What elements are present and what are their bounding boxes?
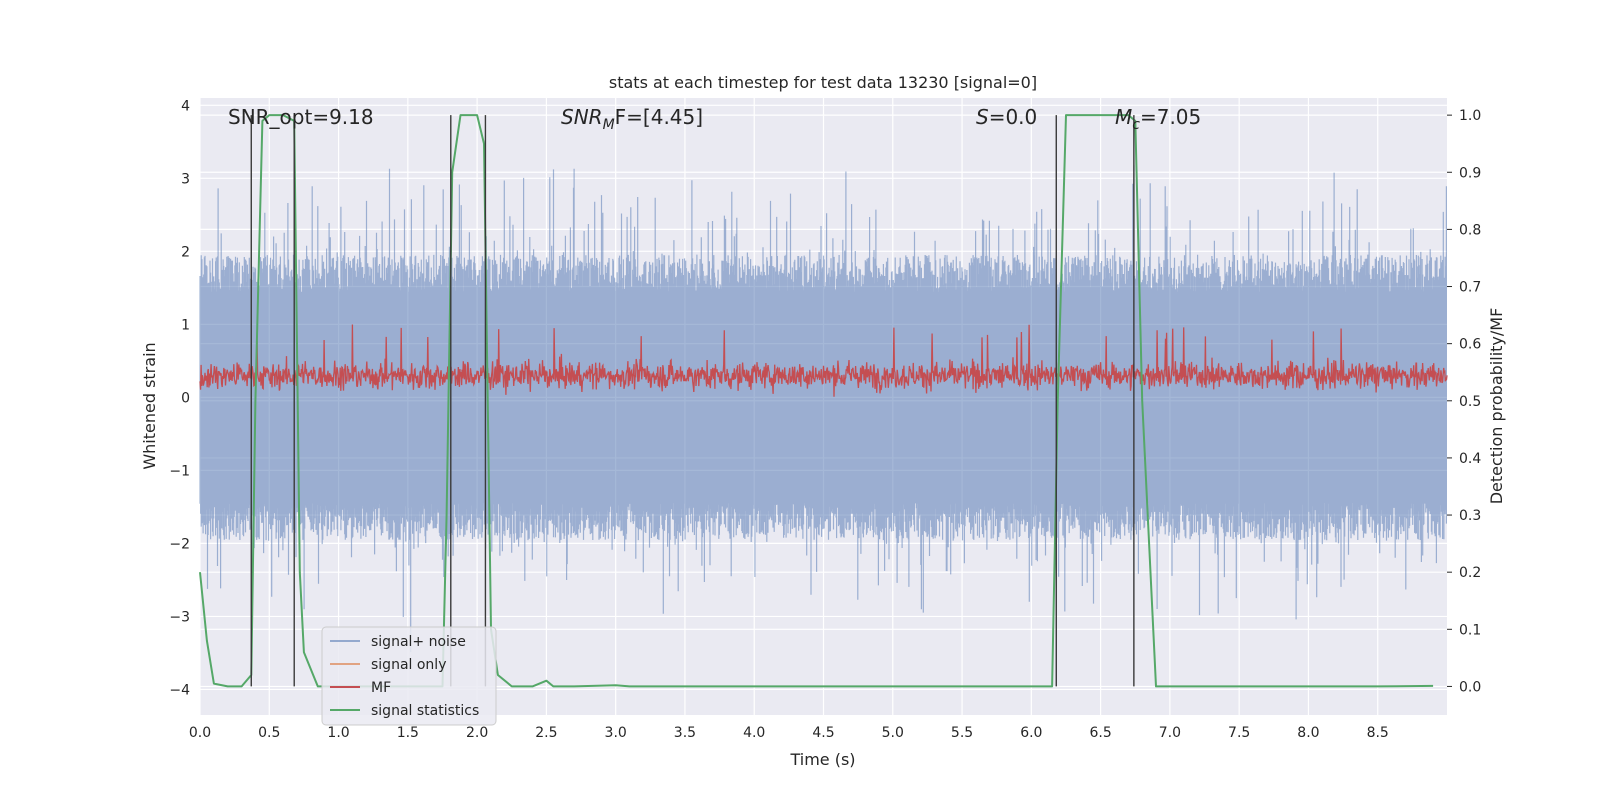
y-right-tick-label: 0.9 [1459, 165, 1481, 181]
legend-label-signal-only: signal only [371, 657, 446, 673]
signal-noise-series [199, 165, 1447, 653]
legend-box [321, 626, 497, 726]
y-left-tick-label: 0 [181, 390, 190, 406]
y-left-tick-label: 4 [181, 98, 190, 114]
x-tick-label: 3.0 [605, 725, 627, 741]
y-left-tick-label: 1 [181, 317, 190, 333]
y-axis-label-left: Whitened strain [140, 342, 159, 469]
y-left-tick-label: 3 [181, 171, 190, 187]
x-tick-label: 1.0 [327, 725, 349, 741]
x-tick-label: 8.5 [1367, 725, 1389, 741]
x-tick-label: 8.0 [1297, 725, 1319, 741]
annotation-mc-main: M [1115, 105, 1132, 129]
legend-label-signal-noise: signal+ noise [371, 634, 466, 650]
mf-line [199, 324, 1448, 397]
annotation-s-main: S [976, 105, 989, 129]
y-right-tick-label: 0.6 [1459, 337, 1481, 353]
y-left-tick-label: 2 [181, 244, 190, 260]
y-left-tick-label: −4 [169, 682, 190, 698]
y-right-tick-label: 0.0 [1459, 679, 1481, 695]
y-left-tick-label: −2 [169, 536, 190, 552]
x-tick-label: 4.5 [812, 725, 834, 741]
annotation-s: S=0.0 [976, 105, 1037, 129]
x-tick-label: 2.0 [466, 725, 488, 741]
annotation-snr-mf: SNRMF=[4.45] [561, 105, 703, 133]
mf-series [199, 324, 1448, 397]
annotation-mc-sub: c [1132, 117, 1140, 133]
y-right-tick-label: 1.0 [1459, 108, 1481, 124]
x-tick-label: 6.5 [1089, 725, 1111, 741]
y-right-tick-label: 0.3 [1459, 508, 1481, 524]
x-tick-label: 2.5 [535, 725, 557, 741]
signal-noise-line [199, 165, 1447, 653]
y-right-tick-label: 0.4 [1459, 451, 1481, 467]
y-left-tick-label: −1 [169, 463, 190, 479]
y-right-tick-label: 0.7 [1459, 280, 1481, 296]
annotation-s-rest: =0.0 [989, 105, 1038, 129]
legend-label-signal-statistics: signal statistics [371, 703, 479, 719]
chart-title: stats at each timestep for test data 132… [609, 73, 1037, 92]
x-tick-label: 5.5 [951, 725, 973, 741]
annotation-mc-rest: =7.05 [1140, 105, 1201, 129]
x-tick-label: 0.5 [258, 725, 280, 741]
y-right-tick-label: 0.8 [1459, 222, 1481, 238]
vertical-marker-lines [250, 115, 1135, 687]
x-tick-label: 0.0 [189, 725, 211, 741]
x-axis-label: Time (s) [789, 750, 855, 769]
y-right-tick-label: 0.2 [1459, 565, 1481, 581]
legend: signal+ noise signal only MF signal stat… [321, 626, 497, 726]
annotation-snr-mf-rest: F=[4.45] [615, 105, 703, 129]
annotation-snr-opt: SNR_opt=9.18 [228, 105, 374, 129]
annotation-snr-mf-main: SNR [561, 105, 603, 129]
x-tick-label: 4.0 [743, 725, 765, 741]
y-right-tick-label: 0.1 [1459, 622, 1481, 638]
x-tick-label: 6.0 [1020, 725, 1042, 741]
legend-label-mf: MF [371, 680, 391, 696]
x-tick-label: 7.5 [1228, 725, 1250, 741]
y-axis-label-right: Detection probability/MF [1487, 308, 1506, 505]
tick-labels: 0.0 0.5 1.0 1.5 2.0 2.5 3.0 3.5 4.0 4.5 5.0 5.5 6.0 6… [169, 98, 1481, 741]
x-tick-label: 1.5 [397, 725, 419, 741]
annotation-mc: Mc=7.05 [1115, 105, 1201, 133]
annotation-snr-mf-sub: M [603, 117, 615, 133]
x-tick-label: 7.0 [1159, 725, 1181, 741]
x-tick-label: 5.0 [882, 725, 904, 741]
y-left-tick-label: −3 [169, 609, 190, 625]
y-right-tick-label: 0.5 [1459, 394, 1481, 410]
x-tick-label: 3.5 [674, 725, 696, 741]
